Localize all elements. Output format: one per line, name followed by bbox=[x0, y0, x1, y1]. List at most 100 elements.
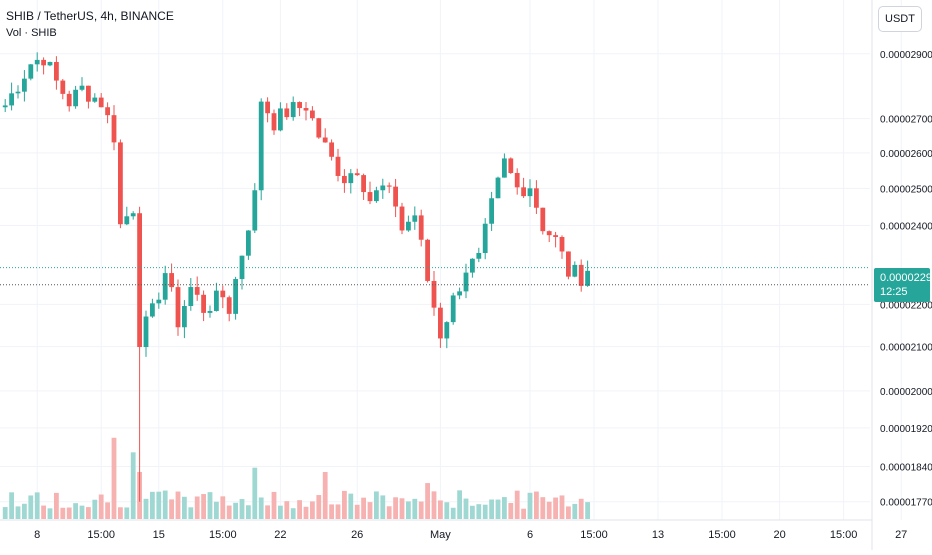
candle-body bbox=[98, 97, 104, 108]
candle-body bbox=[297, 102, 302, 109]
volume-bar bbox=[252, 467, 258, 519]
candle-body bbox=[284, 108, 290, 118]
time-tick-label: 8 bbox=[34, 529, 40, 541]
volume-bar bbox=[546, 501, 552, 519]
volume-bar bbox=[34, 492, 40, 519]
candle-body bbox=[559, 236, 565, 252]
volume-bar bbox=[444, 502, 450, 519]
volume-bar bbox=[303, 506, 309, 519]
candle-body bbox=[226, 297, 232, 314]
volume-bar bbox=[73, 503, 78, 519]
candle-body bbox=[150, 303, 155, 317]
candle-body bbox=[86, 85, 91, 102]
volume-bar bbox=[425, 483, 430, 519]
candle-body bbox=[118, 142, 123, 225]
price-tick-label: 0.00001770 bbox=[880, 498, 932, 509]
volume-bar bbox=[86, 507, 91, 519]
volume-bar bbox=[290, 508, 296, 519]
volume-bars bbox=[2, 437, 590, 519]
candle-body bbox=[322, 137, 328, 143]
volume-bar bbox=[118, 507, 123, 519]
volume-bar bbox=[386, 506, 392, 519]
candle-body bbox=[495, 177, 501, 199]
volume-bar bbox=[412, 498, 418, 519]
price-lines bbox=[0, 267, 870, 286]
candle-body bbox=[546, 231, 552, 236]
candle-body bbox=[54, 62, 59, 81]
time-tick-label: 13 bbox=[652, 529, 664, 541]
volume-bar bbox=[214, 501, 219, 519]
candle-body bbox=[124, 216, 130, 225]
candle-body bbox=[246, 230, 251, 256]
volume-bar bbox=[438, 500, 443, 519]
volume-bar bbox=[66, 507, 72, 519]
candle-body bbox=[438, 307, 443, 339]
volume-bar bbox=[169, 499, 174, 519]
candle-body bbox=[47, 62, 53, 66]
candle-body bbox=[239, 255, 245, 280]
volume-bar bbox=[566, 506, 571, 519]
time-tick-label: 15:00 bbox=[830, 529, 858, 541]
candle-body bbox=[527, 188, 533, 197]
candle-body bbox=[310, 110, 315, 119]
volume-bar bbox=[342, 490, 347, 519]
volume-bar bbox=[2, 507, 8, 519]
candle-body bbox=[521, 187, 526, 197]
candle-body bbox=[156, 299, 162, 304]
volume-bar bbox=[470, 505, 475, 519]
candle-body bbox=[335, 156, 341, 176]
candle-body bbox=[534, 188, 539, 208]
volume-bar bbox=[28, 495, 34, 519]
candle-body bbox=[431, 280, 437, 308]
candle-body bbox=[514, 172, 520, 188]
volume-bar bbox=[335, 504, 341, 519]
candlesticks bbox=[2, 52, 590, 502]
volume-bar bbox=[559, 495, 565, 519]
candle-body bbox=[406, 221, 411, 231]
volume-bar bbox=[418, 501, 424, 519]
price-tick-label: 0.00001840 bbox=[880, 463, 932, 474]
volume-bar bbox=[297, 500, 302, 519]
volume-bar bbox=[60, 507, 66, 519]
volume-bar bbox=[322, 471, 328, 519]
candle-body bbox=[92, 97, 98, 102]
volume-bar bbox=[143, 498, 149, 519]
candle-body bbox=[342, 175, 347, 184]
candle-body bbox=[348, 173, 354, 184]
volume-bar bbox=[585, 502, 590, 519]
candle-body bbox=[169, 273, 174, 288]
symbol-title[interactable]: SHIB / TetherUS, 4h, BINANCE bbox=[6, 9, 174, 23]
price-tick-label: 0.00002600 bbox=[880, 149, 932, 160]
chart-legend: SHIB / TetherUS, 4h, BINANCE Vol · SHIB bbox=[6, 8, 174, 42]
candle-body bbox=[566, 251, 571, 277]
volume-bar bbox=[572, 503, 578, 519]
candle-body bbox=[258, 101, 264, 191]
candle-body bbox=[220, 290, 226, 298]
volume-bar bbox=[98, 494, 104, 519]
volume-bar bbox=[476, 504, 482, 519]
candle-body bbox=[425, 239, 430, 281]
volume-indicator-label[interactable]: Vol · SHIB bbox=[6, 27, 57, 39]
volume-bar bbox=[354, 504, 360, 519]
candle-body bbox=[489, 198, 494, 224]
time-tick-label: 20 bbox=[773, 529, 785, 541]
candle-body bbox=[399, 206, 405, 231]
candle-body bbox=[2, 105, 8, 108]
volume-bar bbox=[226, 505, 232, 519]
candle-body bbox=[201, 294, 206, 313]
volume-bar bbox=[553, 497, 558, 519]
volume-bar bbox=[233, 502, 238, 519]
candle-body bbox=[393, 186, 398, 207]
currency-button[interactable]: USDT bbox=[878, 6, 922, 32]
volume-bar bbox=[527, 492, 533, 519]
candle-body bbox=[175, 287, 181, 328]
time-tick-label: May bbox=[430, 529, 451, 541]
volume-bar bbox=[54, 492, 59, 519]
candle-body bbox=[457, 291, 462, 296]
volume-bar bbox=[534, 491, 539, 519]
volume-bar bbox=[207, 492, 213, 519]
volume-bar bbox=[246, 505, 251, 519]
